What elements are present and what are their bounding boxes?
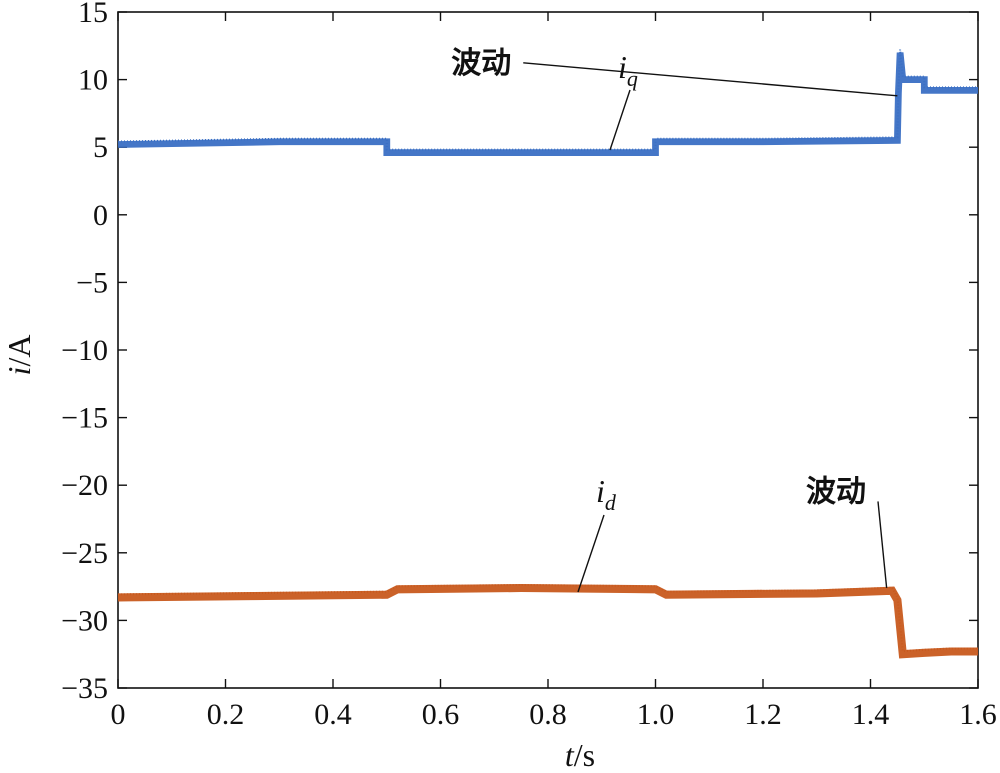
series-layer xyxy=(117,49,978,659)
series-leader-iq xyxy=(609,89,631,151)
annotation-label: 波动 xyxy=(806,474,866,509)
x-tick-label: 0.2 xyxy=(207,698,245,731)
y-tick-label: −5 xyxy=(76,266,108,299)
y-tick-label: −25 xyxy=(61,537,108,570)
y-tick-label: −30 xyxy=(61,604,108,637)
x-tick-label: 1.4 xyxy=(852,698,890,731)
series-leader-id xyxy=(577,514,605,593)
x-axis-title: t/s xyxy=(565,737,595,773)
y-axis: 15 10 5 0 −5 −10 −15 −20 −25 −30 −35 xyxy=(61,0,978,705)
y-axis-title: i/A xyxy=(1,335,37,376)
x-tick-label: 0.8 xyxy=(529,698,567,731)
y-tick-label: −10 xyxy=(61,334,108,367)
y-tick-label: 5 xyxy=(93,131,108,164)
series-line-iq xyxy=(117,52,978,156)
y-tick-label: −35 xyxy=(61,672,108,705)
series-line-id xyxy=(117,583,978,659)
x-tick-label: 0.6 xyxy=(422,698,460,731)
y-tick-label: −20 xyxy=(61,469,108,502)
annotation-leader xyxy=(523,62,898,97)
x-tick-label: 0 xyxy=(111,698,126,731)
series-label-iq: iq xyxy=(618,49,638,91)
annotation-leader xyxy=(877,501,888,589)
x-tick-label: 1.6 xyxy=(959,698,997,731)
x-tick-label: 1.2 xyxy=(744,698,782,731)
x-tick-label: 1.0 xyxy=(637,698,675,731)
series-label-id: id xyxy=(596,473,617,515)
y-tick-label: 15 xyxy=(78,0,108,29)
series-labels: iq id xyxy=(577,49,638,593)
x-axis: 0 0.2 0.4 0.6 0.8 1.0 1.2 1.4 1.6 xyxy=(111,12,997,731)
x-tick-label: 0.4 xyxy=(314,698,352,731)
y-tick-label: −15 xyxy=(61,402,108,435)
y-tick-label: 10 xyxy=(78,64,108,97)
series-noise-id xyxy=(117,583,978,653)
y-tick-label: 0 xyxy=(93,199,108,232)
annotation-label: 波动 xyxy=(451,46,511,81)
